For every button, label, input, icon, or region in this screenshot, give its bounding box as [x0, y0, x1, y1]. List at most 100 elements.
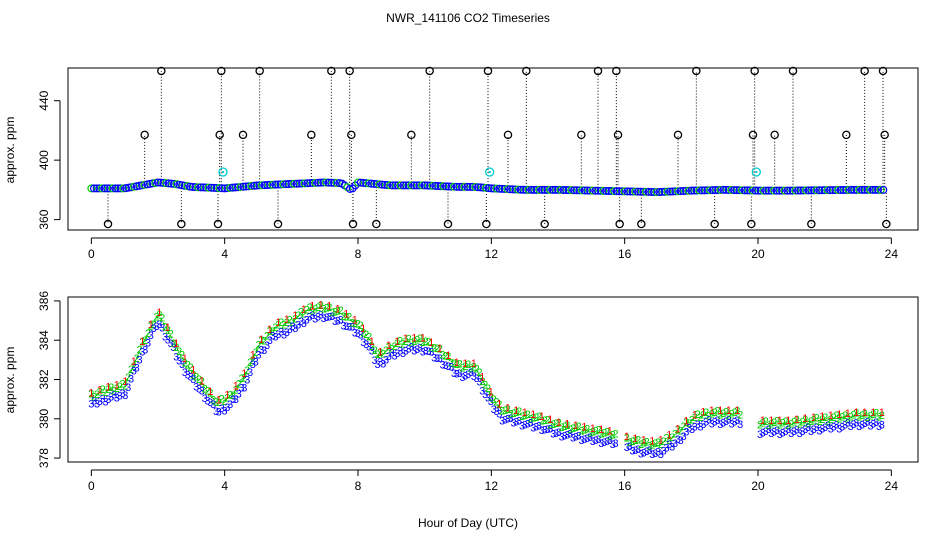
marker-1: 1 — [598, 424, 604, 436]
marker-2: 2 — [627, 437, 633, 449]
baseline-point — [215, 184, 224, 193]
baseline-point — [458, 182, 467, 191]
outlier-point — [217, 66, 226, 76]
marker-1: 1 — [539, 411, 545, 423]
baseline-point — [383, 181, 392, 190]
marker-3: 3 — [173, 352, 179, 364]
outlier-point — [327, 66, 336, 76]
marker-1: 1 — [513, 405, 519, 417]
marker-3: 3 — [176, 356, 182, 368]
marker-3: 3 — [323, 312, 329, 324]
baseline-point — [681, 186, 690, 195]
baseline-point — [260, 181, 269, 190]
baseline-point — [471, 182, 480, 191]
baseline-point — [697, 186, 706, 195]
baseline-point — [660, 187, 669, 196]
marker-3: 3 — [587, 432, 593, 444]
baseline-point — [836, 186, 845, 195]
marker-2: 2 — [411, 336, 417, 348]
marker-3: 3 — [457, 368, 463, 380]
top-x-tick-label: 16 — [618, 247, 632, 261]
marker-2: 2 — [482, 379, 488, 391]
baseline-point — [418, 181, 427, 190]
marker-3: 3 — [349, 322, 355, 334]
marker-2: 2 — [261, 335, 267, 347]
baseline-point — [713, 186, 722, 195]
marker-3: 3 — [641, 447, 647, 459]
outlier-point — [860, 66, 869, 76]
baseline-point — [207, 183, 216, 192]
baseline-point — [665, 187, 674, 196]
outlier-point — [612, 66, 621, 76]
baseline-point — [700, 186, 709, 195]
baseline-point — [847, 185, 856, 194]
baseline-point — [668, 187, 677, 196]
marker-1: 1 — [216, 395, 222, 407]
baseline-point — [676, 187, 685, 196]
marker-2: 2 — [134, 353, 140, 365]
marker-3: 3 — [590, 436, 596, 448]
marker-2: 2 — [440, 350, 446, 362]
marker-2: 2 — [757, 419, 763, 431]
marker-2: 2 — [700, 410, 706, 422]
marker-2: 2 — [567, 424, 573, 436]
baseline-point — [735, 186, 744, 195]
marker-3: 3 — [145, 337, 151, 349]
marker-2: 2 — [635, 434, 641, 446]
baseline-point — [268, 180, 277, 189]
outlier-point — [842, 130, 851, 140]
marker-3: 3 — [561, 430, 567, 442]
marker-3: 3 — [213, 406, 219, 418]
marker-2: 2 — [530, 413, 536, 425]
marker-3: 3 — [700, 419, 706, 431]
marker-3: 3 — [253, 357, 259, 369]
baseline-point — [202, 183, 211, 192]
flag-point — [751, 167, 761, 177]
marker-2: 2 — [369, 341, 375, 353]
marker-2: 2 — [278, 317, 284, 329]
marker-1: 1 — [479, 371, 485, 383]
marker-3: 3 — [420, 346, 426, 358]
baseline-point — [855, 185, 864, 194]
marker-1: 1 — [666, 430, 672, 442]
baseline-point — [788, 186, 797, 195]
baseline-point — [687, 186, 696, 195]
baseline-point — [116, 184, 125, 193]
marker-3: 3 — [536, 421, 542, 433]
marker-2: 2 — [199, 376, 205, 388]
marker-2: 2 — [726, 410, 732, 422]
baseline-point — [113, 184, 122, 193]
marker-3: 3 — [598, 438, 604, 450]
marker-2: 2 — [465, 359, 471, 371]
marker-3: 3 — [814, 422, 820, 434]
marker-2: 2 — [162, 322, 168, 334]
marker-1: 1 — [709, 405, 715, 417]
marker-3: 3 — [185, 369, 191, 381]
bottom-x-tick-label: 4 — [221, 479, 228, 493]
marker-3: 3 — [193, 381, 199, 393]
baseline-point — [631, 187, 640, 196]
marker-3: 3 — [723, 416, 729, 428]
marker-1: 1 — [768, 415, 774, 427]
marker-3: 3 — [522, 420, 528, 432]
marker-3: 3 — [411, 346, 417, 358]
marker-2: 2 — [168, 329, 174, 341]
marker-3: 3 — [564, 429, 570, 441]
marker-3: 3 — [91, 396, 97, 408]
baseline-point — [567, 186, 576, 195]
outlier-point — [255, 66, 264, 76]
marker-3: 3 — [519, 420, 525, 432]
marker-2: 2 — [292, 314, 298, 326]
baseline-point — [705, 186, 714, 195]
baseline-point — [719, 185, 728, 194]
marker-3: 3 — [462, 370, 468, 382]
marker-3: 3 — [658, 449, 664, 461]
marker-2: 2 — [88, 389, 94, 401]
baseline-point — [753, 186, 762, 195]
baseline-point — [188, 182, 197, 191]
marker-2: 2 — [406, 334, 412, 346]
marker-3: 3 — [833, 420, 839, 432]
marker-3: 3 — [709, 418, 715, 430]
marker-3: 3 — [159, 322, 165, 334]
